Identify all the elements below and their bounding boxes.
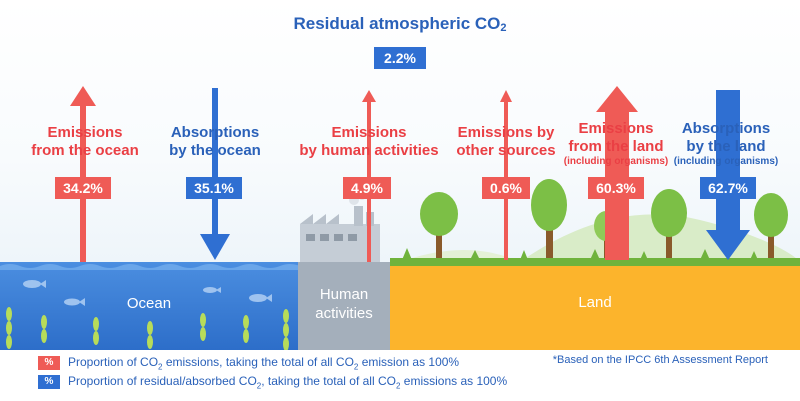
human-activities-label: Human activities (315, 286, 373, 322)
grass-strip (390, 258, 800, 266)
seaweed-and-fish (6, 280, 289, 350)
legend-swatch-blue: % (38, 374, 60, 389)
ocean-area: Ocean (0, 262, 298, 350)
human-activities-area: Human activities (298, 262, 390, 350)
fish-icon (23, 280, 46, 288)
source-note: *Based on the IPCC 6th Assessment Report (552, 354, 768, 366)
absorptions-ocean-value: 35.1% (186, 177, 242, 199)
emissions-ocean-label: Emissions from the ocean (31, 124, 139, 159)
tree-icon (531, 179, 567, 260)
residual-co2-title: Residual atmospheric CO2 (293, 14, 507, 34)
land-area: Land (390, 266, 800, 350)
tree-icon (420, 192, 458, 260)
fish-icon (64, 298, 85, 306)
emissions-ocean-value: 34.2% (55, 177, 111, 199)
absorptions-ocean-arrow (200, 88, 230, 260)
absorptions-land-label: Absorptions by the land (including organi… (673, 120, 779, 167)
residual-co2-value: 2.2% (374, 47, 426, 69)
legend-swatch-red: % (38, 355, 60, 370)
tree-icon (651, 189, 687, 260)
land-label: Land (578, 294, 612, 311)
absorptions-ocean-label: Absorptions by the ocean (169, 124, 261, 159)
emissions-human-arrow (362, 90, 376, 262)
absorptions-land-value: 62.7% (700, 177, 756, 199)
emissions-other-value: 0.6% (482, 177, 530, 199)
emissions-other-label: Emissions by other sources (456, 124, 556, 159)
fish-icon (249, 294, 272, 302)
legend-emissions: % Proportion of CO2 emissions, taking the… (38, 354, 459, 371)
emissions-human-label: Emissions by human activities (299, 124, 439, 159)
tree-icon (754, 193, 788, 260)
absorptions-land-arrow (706, 90, 750, 260)
emissions-land-value: 60.3% (588, 177, 644, 199)
emissions-human-value: 4.9% (343, 177, 391, 199)
legend-absorptions: % Proportion of residual/absorbed CO2, ta… (38, 373, 507, 390)
emissions-other-arrow (500, 90, 512, 260)
ocean-label: Ocean (126, 295, 172, 312)
emissions-land-label: Emissions from the land (including organi… (563, 120, 669, 167)
fish-icon (203, 287, 221, 293)
emissions-ocean-arrow (70, 86, 96, 262)
emissions-land-arrow (596, 86, 638, 260)
